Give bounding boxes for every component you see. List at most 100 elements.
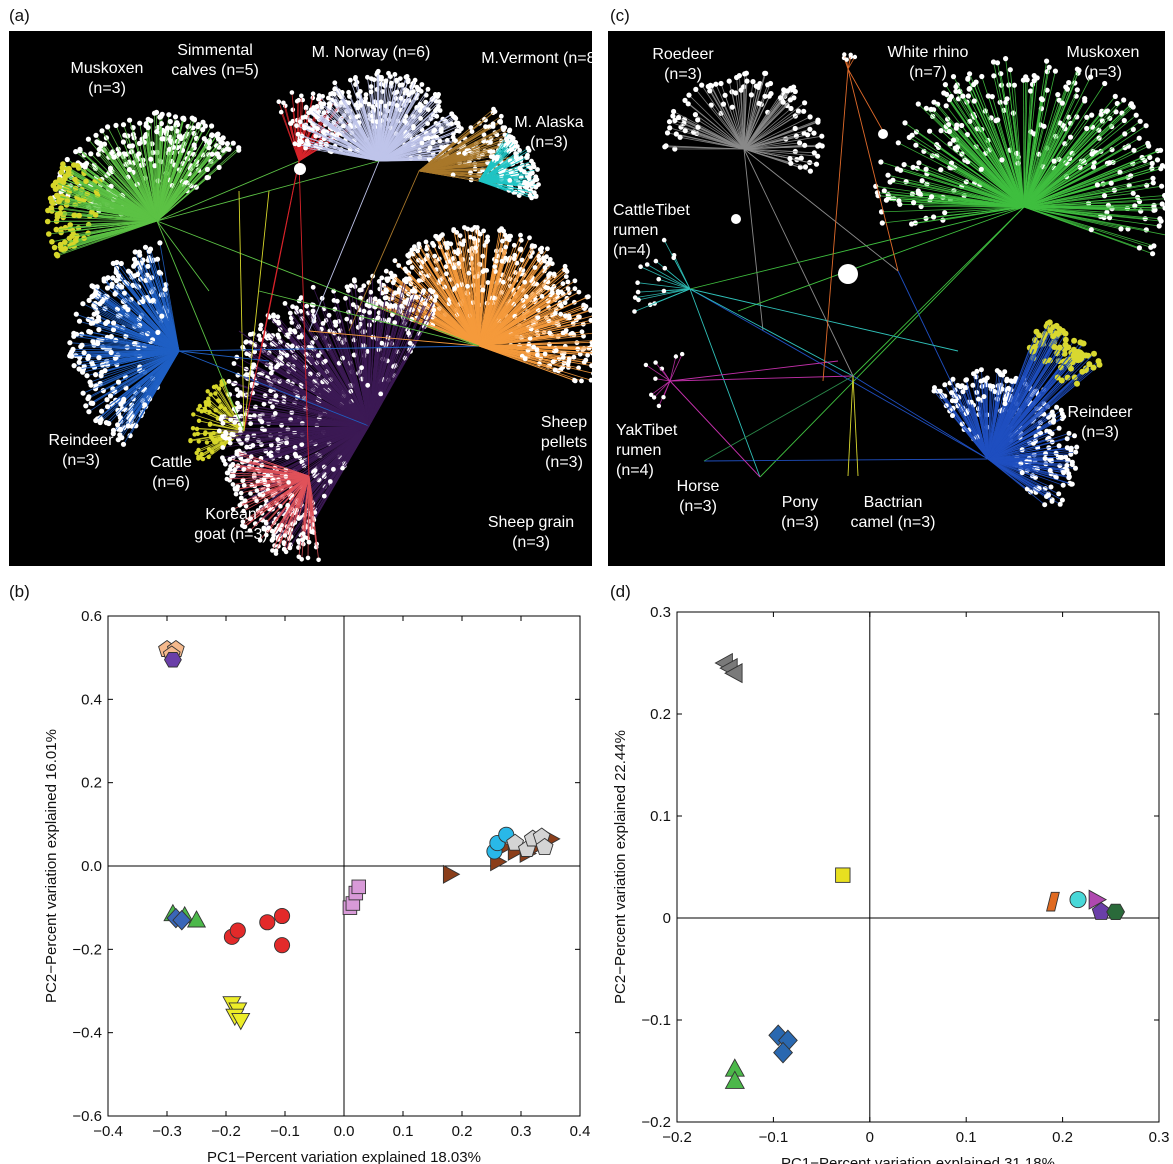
chart-d-y-axis-label: PC2−Percent variation explained 22.44% (612, 730, 629, 1004)
chart-b-x-axis-label: PC1−Percent variation explained 18.03% (207, 1149, 481, 1164)
chart-b-ytick-label: −0.4 (72, 1025, 102, 1042)
chart-b-point-diamond (172, 909, 192, 931)
chart-b-point-square (351, 879, 367, 895)
hub-node-rhino (878, 129, 888, 139)
chart-d-ytick-label: −0.2 (641, 1114, 671, 1131)
chart-d-x-axis-label: PC1−Percent variation explained 31.18% (781, 1155, 1055, 1164)
cluster-sheep-grain (216, 273, 439, 552)
network-a-links (156, 160, 480, 477)
cluster-m-vermont (418, 106, 521, 189)
network-c: Roedeer (n=3) White rhino (n=7) Muskoxen (n=3… (608, 31, 1165, 566)
chart-d-xtick-label: 0.1 (956, 1129, 977, 1146)
chart-d-xtick-label: −0.2 (662, 1129, 692, 1146)
chart-d-point-square (835, 867, 851, 883)
chart-d-xtick-label: 0 (866, 1129, 874, 1146)
cluster-roedeer (662, 70, 825, 174)
chart-b-ytick-label: 0.4 (81, 691, 102, 708)
chart-b-ytick-label: 0.0 (81, 858, 102, 875)
chart-b-xtick-label: −0.4 (93, 1123, 123, 1140)
cluster-reindeer-yellow (987, 319, 1103, 460)
label-c-pony: Pony (n=3) (781, 494, 819, 531)
label-a-m_norway: M. Norway (n=6) (312, 44, 431, 61)
cluster-cattle-tibet (632, 237, 691, 314)
hub-node (294, 163, 306, 175)
chart-d-point-diamond (773, 1041, 794, 1064)
label-c-horse: Horse (n=3) (677, 478, 720, 515)
label-a-sheep_pellets: Sheep pellets (n=3) (541, 414, 587, 471)
chart-b-point-circle (273, 907, 291, 925)
cluster-m-alaska (478, 128, 541, 201)
chart-b-xtick-label: 0.4 (570, 1123, 590, 1140)
chart-d-ytick-label: 0.3 (650, 604, 671, 621)
cluster-reindeer (67, 240, 180, 447)
panel-label-d: (d) (610, 582, 631, 601)
network-c-links (669, 68, 1025, 478)
chart-d-point-triangle-left (724, 663, 743, 684)
chart-d-point-triangle-right (1088, 889, 1108, 910)
label-c-bactrian: Bactrian camel (n=3) (851, 494, 936, 531)
label-c-yak_tibet: YakTibet rumen (n=4) (616, 422, 678, 479)
chart-b-xtick-label: 0.3 (511, 1123, 532, 1140)
chart-d-point-parallelogram (1046, 891, 1060, 912)
label-c-reindeer: Reindeer (n=3) (1068, 404, 1134, 441)
hub-node-yellow (1071, 349, 1085, 363)
chart-b-point-hexagon (163, 652, 182, 668)
label-c-muskoxen: Muskoxen (n=3) (1067, 44, 1140, 81)
hub-node-large (838, 264, 858, 284)
label-a-simmental: Simmental calves (n=5) (171, 42, 259, 79)
label-a-muskoxen: Muskoxen (n=3) (71, 60, 144, 97)
chart-b-xtick-label: −0.3 (152, 1123, 182, 1140)
panel-label-c: (c) (610, 6, 630, 25)
panel-label-a: (a) (9, 6, 30, 25)
chart-b-xtick-label: 0.2 (452, 1123, 473, 1140)
label-a-reindeer: Reindeer (n=3) (49, 432, 115, 469)
cluster-yak-tibet (643, 351, 685, 409)
label-c-roedeer: Roedeer (n=3) (652, 46, 714, 83)
chart-b-point-pentagon (535, 837, 554, 855)
chart-b-point-circle (273, 937, 291, 954)
chart-d-point-hexagon (1106, 903, 1126, 921)
chart-b-xtick-label: −0.1 (270, 1123, 300, 1140)
chart-b-point-triangle-down (231, 1012, 251, 1031)
chart-b-xtick-label: −0.2 (211, 1123, 241, 1140)
label-c-white_rhino: White rhino (n=7) (888, 44, 969, 81)
chart-d-xtick-label: −0.1 (759, 1129, 789, 1146)
chart-b-xtick-label: 0.0 (334, 1123, 355, 1140)
cluster-reindeer-bottom (931, 367, 1080, 508)
chart-b-ytick-label: 0.6 (81, 608, 102, 625)
pcoa-chart-d: −0.2 −0.1 0 0.1 0.2 0.3 −0.2 −0.1 0 0.1 0.2 0.3 PC1−… (612, 604, 1170, 1164)
chart-b-point-triangle-up (186, 910, 207, 928)
cluster-muskoxen (49, 109, 242, 222)
network-a-edges (44, 68, 592, 563)
chart-b-point-triangle-right (442, 864, 461, 884)
chart-d-markers (714, 652, 1126, 1089)
chart-d-xtick-label: 0.2 (1052, 1129, 1073, 1146)
chart-b-ytick-label: −0.2 (72, 941, 102, 958)
chart-d-plot-frame (676, 611, 1160, 1123)
label-a-m_vermont: M.Vermont (n=8) (481, 50, 592, 67)
network-a: Muskoxen (n=3) Simmental calves (n=5) M. Nor… (9, 31, 592, 566)
chart-b-ytick-label: −0.6 (72, 1108, 102, 1125)
label-a-sheep_grain: Sheep grain (n=3) (488, 514, 574, 551)
cluster-korean-goat (224, 449, 321, 563)
chart-d-ytick-label: 0.2 (650, 706, 671, 723)
chart-d-ytick-label: 0 (663, 910, 671, 927)
chart-b-ytick-label: 0.2 (81, 775, 102, 792)
label-a-korean_goat: Korean goat (n=3) (194, 506, 267, 543)
cluster-white-rhino (841, 52, 858, 70)
chart-d-xtick-label: 0.3 (1149, 1129, 1170, 1146)
label-a-cattle: Cattle (n=6) (150, 454, 192, 491)
chart-b-markers (158, 639, 561, 1031)
chart-d-ytick-label: −0.1 (641, 1012, 671, 1029)
cluster-muskoxen (873, 56, 1165, 257)
chart-b-point-circle (259, 914, 276, 931)
cluster-sheep-pellets (367, 225, 592, 384)
chart-b-point-circle (229, 922, 246, 939)
label-c-cattle_tibet: CattleTibet rumen (n=4) (613, 202, 690, 259)
cluster-yellow-left (44, 161, 158, 259)
hub-node-roedeer (731, 214, 741, 224)
pcoa-chart-b: −0.4 −0.3 −0.2 −0.1 0.0 0.1 0.2 0.3 0.4−0.6−0.4−… (43, 608, 590, 1164)
chart-d-point-diamond (768, 1024, 789, 1047)
chart-b-xtick-label: 0.1 (393, 1123, 414, 1140)
panel-label-b: (b) (9, 582, 30, 601)
